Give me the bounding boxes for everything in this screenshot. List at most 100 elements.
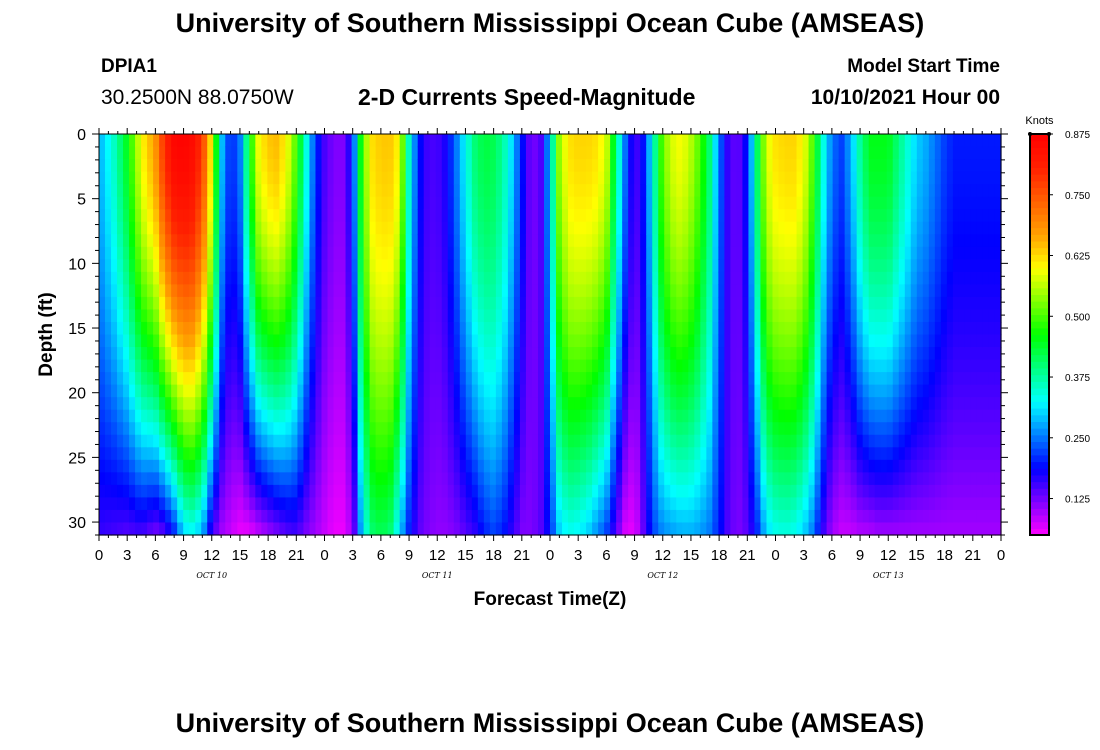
heatmap-cell <box>447 384 455 398</box>
heatmap-cell <box>387 134 395 148</box>
heatmap-cell <box>934 234 942 248</box>
heatmap-cell <box>519 134 527 148</box>
heatmap-cell <box>231 159 238 173</box>
heatmap-cell <box>525 522 533 536</box>
heatmap-cell <box>123 447 130 461</box>
heatmap-cell <box>459 384 467 398</box>
heatmap-cell <box>832 184 840 198</box>
heatmap-cell <box>141 422 148 436</box>
heatmap-cell <box>231 209 238 223</box>
heatmap-cell <box>808 334 816 348</box>
heatmap-cell <box>706 434 713 448</box>
heatmap-cell <box>429 347 437 361</box>
heatmap-cell <box>339 221 347 235</box>
heatmap-cell <box>928 271 936 285</box>
heatmap-cell <box>664 484 671 499</box>
heatmap-cell <box>622 459 629 473</box>
heatmap-cell <box>429 522 437 536</box>
heatmap-cell <box>880 409 888 423</box>
heatmap-cell <box>628 384 635 398</box>
heatmap-cell <box>574 284 581 298</box>
heatmap-cell <box>111 459 118 473</box>
heatmap-cell <box>543 284 551 298</box>
heatmap-cell <box>297 134 305 148</box>
heatmap-cell <box>537 522 545 536</box>
heatmap-cell <box>381 347 389 361</box>
heatmap-cell <box>501 134 509 148</box>
heatmap-cell <box>634 397 641 411</box>
heatmap-cell <box>778 484 786 499</box>
heatmap-cell <box>393 497 401 511</box>
heatmap-cell <box>231 347 238 361</box>
heatmap-cell <box>814 196 822 210</box>
heatmap-cell <box>201 196 208 210</box>
heatmap-cell <box>592 422 599 436</box>
heatmap-cell <box>808 221 816 235</box>
heatmap-cell <box>453 159 461 173</box>
heatmap-cell <box>285 196 293 210</box>
heatmap-cell <box>580 134 587 148</box>
heatmap-cell <box>580 497 587 511</box>
heatmap-cell <box>459 196 467 210</box>
heatmap-cell <box>742 472 750 486</box>
heatmap-cell <box>922 384 930 398</box>
heatmap-cell <box>375 422 383 436</box>
heatmap-cell <box>754 259 762 273</box>
heatmap-cell <box>784 184 792 198</box>
heatmap-cell <box>796 509 804 524</box>
heatmap-cell <box>994 284 1002 298</box>
heatmap-cell <box>970 146 978 160</box>
heatmap-cell <box>477 296 485 311</box>
heatmap-cell <box>459 259 467 273</box>
heatmap-cell <box>399 309 407 323</box>
heatmap-cell <box>652 246 659 260</box>
heatmap-cell <box>718 422 725 436</box>
heatmap-cell <box>165 384 172 398</box>
heatmap-cell <box>501 171 509 185</box>
heatmap-cell <box>850 359 858 373</box>
heatmap-cell <box>712 171 719 185</box>
heatmap-cell <box>261 409 268 423</box>
heatmap-cell <box>303 271 311 285</box>
heatmap-cell <box>153 296 160 311</box>
heatmap-cell <box>754 522 762 536</box>
heatmap-cell <box>387 522 395 536</box>
heatmap-cell <box>489 171 497 185</box>
heatmap-cell <box>790 359 798 373</box>
heatmap-cell <box>742 271 750 285</box>
heatmap-cell <box>850 422 858 436</box>
heatmap-cell <box>982 409 990 423</box>
heatmap-cell <box>411 259 419 273</box>
heatmap-cell <box>766 146 774 160</box>
heatmap-cell <box>898 159 906 173</box>
heatmap-cell <box>237 372 244 386</box>
heatmap-cell <box>562 284 569 298</box>
heatmap-cell <box>838 434 846 448</box>
heatmap-cell <box>694 234 701 248</box>
heatmap-cell <box>105 372 112 386</box>
heatmap-cell <box>700 484 707 499</box>
heatmap-cell <box>598 309 605 323</box>
heatmap-cell <box>946 409 954 423</box>
heatmap-cell <box>712 347 719 361</box>
heatmap-cell <box>261 171 268 185</box>
heatmap-cell <box>934 271 942 285</box>
heatmap-cell <box>135 484 142 499</box>
heatmap-cell <box>928 259 936 273</box>
heatmap-cell <box>688 271 695 285</box>
heatmap-cell <box>568 422 575 436</box>
heatmap-cell <box>958 271 966 285</box>
heatmap-cell <box>135 334 142 348</box>
heatmap-cell <box>147 309 154 323</box>
heatmap-cell <box>273 171 280 185</box>
heatmap-cell <box>105 522 112 536</box>
heatmap-cell <box>682 484 689 499</box>
heatmap-cell <box>586 347 593 361</box>
heatmap-cell <box>423 422 431 436</box>
heatmap-cell <box>261 221 268 235</box>
heatmap-cell <box>562 409 569 423</box>
heatmap-cell <box>141 246 148 260</box>
heatmap-cell <box>507 296 515 311</box>
heatmap-cell <box>748 246 756 260</box>
heatmap-cell <box>477 497 485 511</box>
